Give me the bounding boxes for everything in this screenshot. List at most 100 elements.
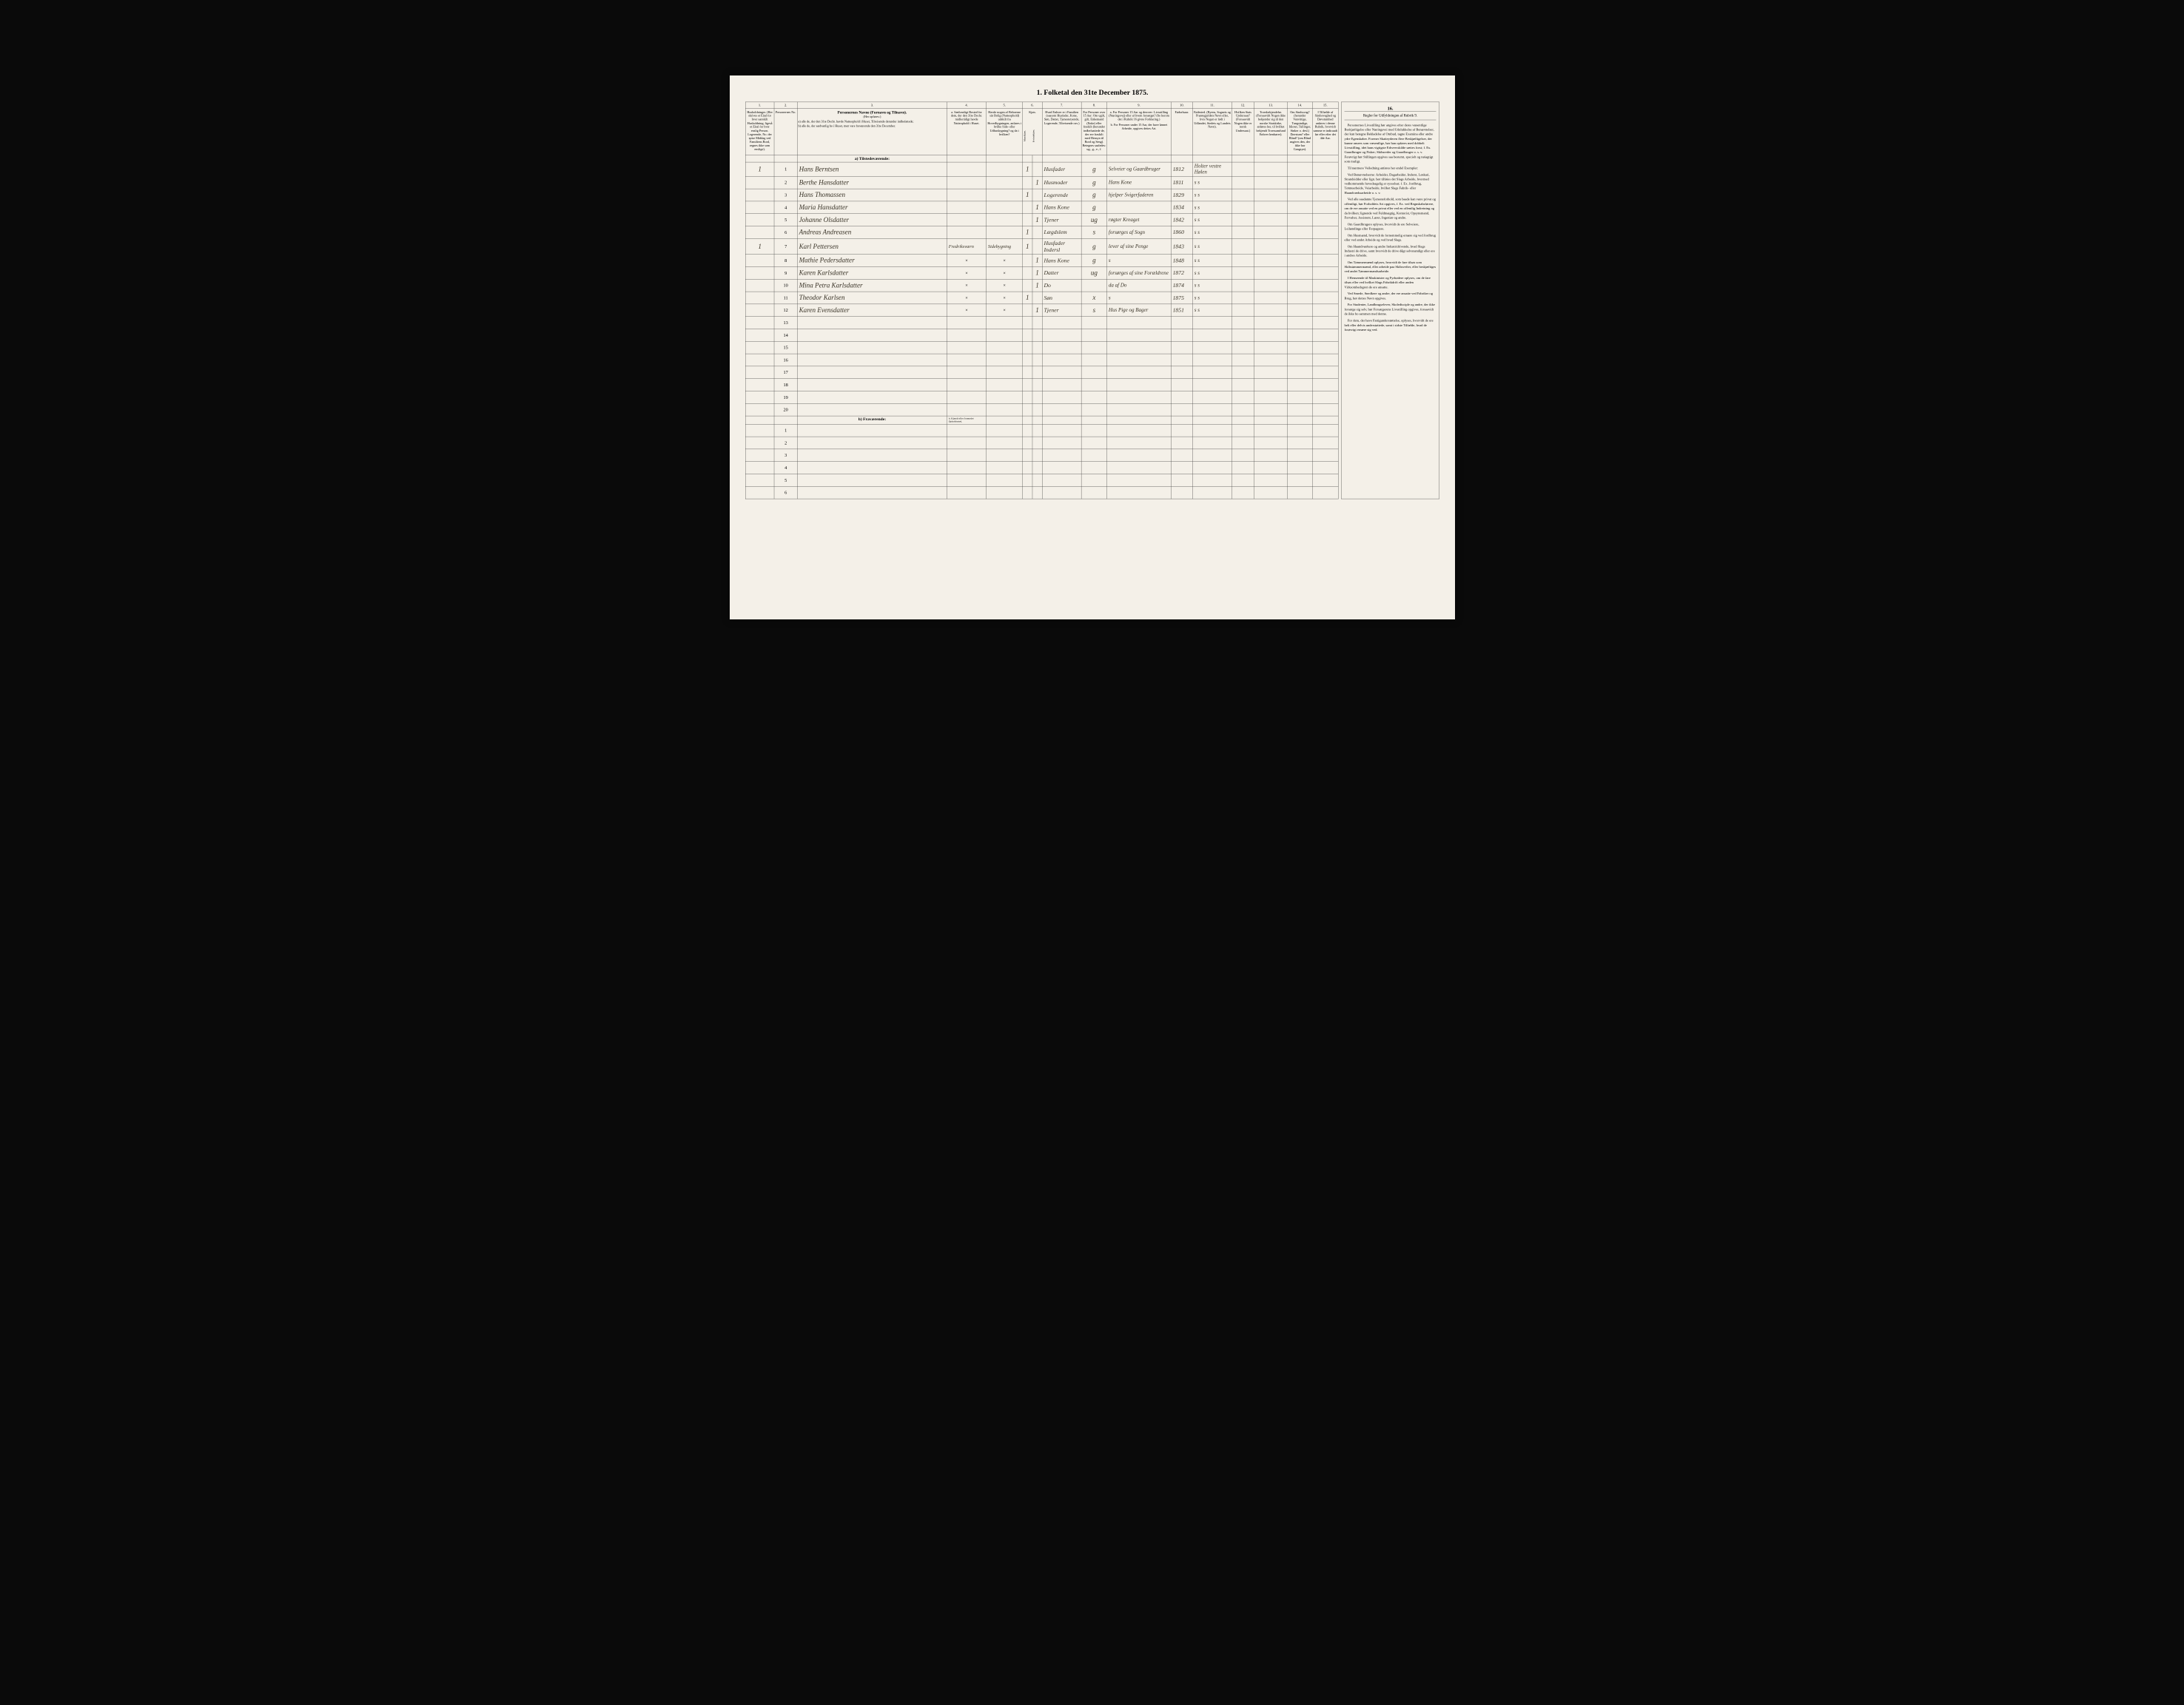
h9: a. For Personer 15 Aar og derover: Livss… <box>1106 108 1171 155</box>
instructions-paragraph: Personernes Livsstilling bør angives eft… <box>1344 123 1436 164</box>
cell-name: Mathie Pedersdatter <box>797 255 947 267</box>
h14: Om Sindssvag? (herunder Vanvittige, Tung… <box>1287 108 1311 155</box>
cell-female <box>1032 189 1041 201</box>
cell-person-num: 14 <box>774 329 797 341</box>
cell-family: Hans Kone <box>1042 201 1081 214</box>
table-row-empty: 1 <box>745 424 1338 437</box>
cell-c5: × <box>986 279 1022 292</box>
cell-civil: g <box>1081 162 1106 176</box>
cell-c12 <box>1232 214 1254 226</box>
cell-person-num: 18 <box>774 379 797 391</box>
cell-year: 1834 <box>1171 201 1192 214</box>
instructions-paragraph: Til nærmere Veiledning anføres her endel… <box>1344 166 1436 170</box>
cell-c15 <box>1312 189 1338 201</box>
cell-person-num: 1 <box>774 424 797 437</box>
cell-civil: s <box>1081 226 1106 238</box>
cell-family: Datter <box>1042 266 1081 279</box>
cell-c14 <box>1287 201 1311 214</box>
cell-person-num: 9 <box>774 266 797 279</box>
cell-male <box>1022 304 1032 317</box>
h2: Personernes No. <box>774 108 797 155</box>
instructions-header: Regler for Udfyldningen af Rubrik 9. <box>1344 113 1436 120</box>
cell-occupation: forsørges af sine Forældrene <box>1106 266 1171 279</box>
cell-name: Theodor Karlsen <box>797 292 947 304</box>
cell-c13 <box>1254 304 1287 317</box>
cell-name: Hans Berntsen <box>797 162 947 176</box>
cell-household <box>745 279 774 292</box>
cell-family: Tjener <box>1042 214 1081 226</box>
cell-household <box>745 292 774 304</box>
cell-c15 <box>1312 255 1338 267</box>
table-row-empty: 3 <box>745 449 1338 462</box>
cell-male <box>1022 214 1032 226</box>
cell-civil: g <box>1081 238 1106 254</box>
cell-civil: ug <box>1081 266 1106 279</box>
cell-name: Maria Hansdatter <box>797 201 947 214</box>
cell-place: s s <box>1192 189 1232 201</box>
instructions-paragraph: Ved alle saadanne Tjenesteforhold, som b… <box>1344 197 1436 220</box>
cell-c14 <box>1287 266 1311 279</box>
cell-occupation <box>1106 201 1171 214</box>
cell-person-num: 12 <box>774 304 797 317</box>
instructions-paragraph: Ved Benævnelserne: Arbeider, Dagarbeider… <box>1344 172 1436 195</box>
cell-c12 <box>1232 266 1254 279</box>
cell-year: 1875 <box>1171 292 1192 304</box>
ledger-layout: 1. 2. 3. 4. 5. 6. 7. 8. 9. 10. 11. 12. 1… <box>745 102 1439 499</box>
cell-year: 1829 <box>1171 189 1192 201</box>
cell-c5: × <box>986 292 1022 304</box>
cell-c15 <box>1312 266 1338 279</box>
cell-person-num: 7 <box>774 238 797 254</box>
cell-c13 <box>1254 292 1287 304</box>
col-9-num: 9. <box>1106 102 1171 109</box>
cell-c5 <box>986 176 1022 189</box>
cell-c5 <box>986 226 1022 238</box>
h15: I Tilfælde af Sindssvaghed og Døvstumhed… <box>1312 108 1338 155</box>
cell-household: 1 <box>745 238 774 254</box>
cell-civil: g <box>1081 255 1106 267</box>
cell-c12 <box>1232 255 1254 267</box>
cell-year: 1812 <box>1171 162 1192 176</box>
cell-occupation: s <box>1106 255 1171 267</box>
h3: Personernes Navne (Fornavn og Tilnavn). … <box>797 108 947 155</box>
cell-male <box>1022 176 1032 189</box>
cell-c14 <box>1287 238 1311 254</box>
cell-household <box>745 201 774 214</box>
cell-household <box>745 255 774 267</box>
cell-household <box>745 304 774 317</box>
cell-person-num: 5 <box>774 474 797 486</box>
cell-person-num: 5 <box>774 214 797 226</box>
cell-male <box>1022 279 1032 292</box>
cell-male <box>1022 255 1032 267</box>
cell-household <box>745 226 774 238</box>
instructions-paragraph: Ved Smede, Snedkere og andre, der ere an… <box>1344 292 1436 300</box>
table-row-empty: 5 <box>745 474 1338 486</box>
cell-year: 1842 <box>1171 214 1192 226</box>
cell-place: Holter vestre Hølen <box>1192 162 1232 176</box>
cell-civil: g <box>1081 189 1106 201</box>
cell-c13 <box>1254 162 1287 176</box>
h13: Troesbekjendelse. (Forsaavidt Nogen ikke… <box>1254 108 1287 155</box>
cell-c15 <box>1312 279 1338 292</box>
cell-person-num: 8 <box>774 255 797 267</box>
cell-person-num: 4 <box>774 462 797 474</box>
instructions-paragraph: Om Tømmermænd oplyses, hvorvidt de fare … <box>1344 260 1436 273</box>
cell-c12 <box>1232 304 1254 317</box>
cell-family: Husfader <box>1042 162 1081 176</box>
cell-civil: g <box>1081 176 1106 189</box>
col-5-num: 5. <box>986 102 1022 109</box>
cell-c4 <box>947 201 986 214</box>
cell-c12 <box>1232 279 1254 292</box>
cell-c14 <box>1287 279 1311 292</box>
cell-female <box>1032 226 1041 238</box>
cell-male: 1 <box>1022 162 1032 176</box>
cell-family: Tjener <box>1042 304 1081 317</box>
cell-c13 <box>1254 238 1287 254</box>
cell-household <box>745 189 774 201</box>
col-16-num: 16. <box>1344 105 1436 112</box>
cell-year: 1860 <box>1171 226 1192 238</box>
cell-occupation: røgter Kreaget <box>1106 214 1171 226</box>
cell-c4 <box>947 214 986 226</box>
table-row: 2 Berthe Hansdatter 1 Husmoder g Hans Ko… <box>745 176 1338 189</box>
cell-c4 <box>947 176 986 189</box>
cell-c5 <box>986 189 1022 201</box>
